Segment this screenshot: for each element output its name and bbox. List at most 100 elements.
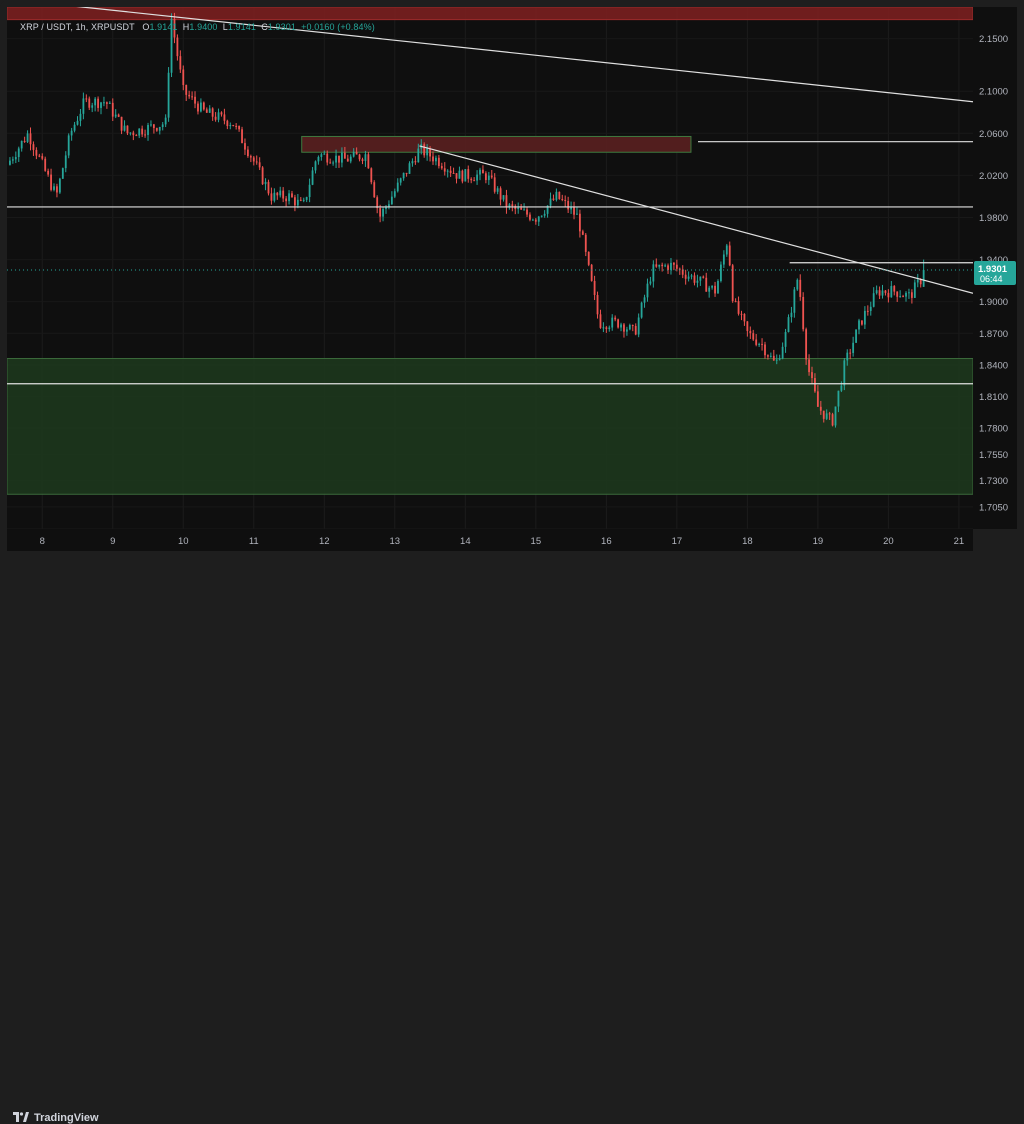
candle-up <box>352 151 355 157</box>
candle-down <box>493 177 496 192</box>
candle-up <box>476 174 478 181</box>
candle-down <box>443 168 446 172</box>
candle-down <box>828 413 831 415</box>
candle-down <box>299 199 302 201</box>
high-value: 1.9400 <box>189 22 218 32</box>
candle-up <box>82 98 85 114</box>
candle-down <box>684 274 687 279</box>
candle-down <box>552 198 555 200</box>
candle-down <box>405 172 408 174</box>
candle-down <box>740 313 743 315</box>
candle-down <box>534 219 537 222</box>
candle-down <box>132 132 135 136</box>
candle-down <box>88 98 91 108</box>
candle-up <box>608 327 611 330</box>
candle-up <box>523 209 525 211</box>
candle-up <box>725 245 728 255</box>
candle-down <box>35 149 38 156</box>
candle-down <box>23 140 26 142</box>
candle-up <box>138 128 141 136</box>
price-tick-label: 1.9400 <box>979 255 1008 266</box>
candle-up <box>170 18 173 73</box>
candle-down <box>661 264 664 267</box>
candle-down <box>294 197 296 206</box>
candle-down <box>705 277 708 292</box>
candle-down <box>887 292 890 298</box>
candle-down <box>188 94 191 97</box>
chart-plot-area[interactable]: XRP / USDT, 1h, XRPUSDT O1.9141 H1.9400 … <box>7 7 973 529</box>
candle-down <box>326 153 329 163</box>
candle-up <box>61 168 64 179</box>
candle-down <box>772 355 775 361</box>
candle-up <box>872 293 875 307</box>
candle-down <box>728 245 731 266</box>
candle-down <box>346 158 349 162</box>
candle-up <box>70 130 73 136</box>
candle-up <box>402 172 405 179</box>
candle-up <box>314 161 317 171</box>
low-label: L <box>222 22 228 32</box>
footer-bar: TradingView <box>0 553 1024 1124</box>
price-tick-label: 1.8400 <box>979 360 1008 371</box>
price-tick-label: 2.0200 <box>979 171 1008 182</box>
candle-up <box>341 152 343 163</box>
candle-down <box>467 169 470 179</box>
candle-up <box>905 292 907 297</box>
time-tick-label: 13 <box>390 536 401 547</box>
candle-down <box>285 198 288 202</box>
candle-down <box>814 378 816 392</box>
candle-up <box>875 290 878 294</box>
candle-down <box>191 96 194 98</box>
zone-supply-strip <box>7 7 973 21</box>
candle-down <box>176 37 179 57</box>
candle-up <box>64 155 67 169</box>
candle-down <box>455 173 458 179</box>
candle-up <box>79 113 82 121</box>
candle-up <box>502 195 505 200</box>
tradingview-brand[interactable]: TradingView <box>13 1112 99 1124</box>
candle-up <box>408 163 411 174</box>
candle-down <box>714 285 716 294</box>
candle-down <box>50 174 52 190</box>
candle-down <box>432 156 434 162</box>
candle-up <box>863 310 866 325</box>
time-axis[interactable]: 8 9 10 11 12 13 14 15 16 17 18 19 20 21 <box>7 529 973 551</box>
candle-up <box>628 325 631 330</box>
candle-down <box>355 151 358 155</box>
high-label: H <box>182 22 190 32</box>
candle-up <box>446 170 449 172</box>
candle-down <box>752 333 755 340</box>
candle-up <box>543 213 546 216</box>
candle-down <box>587 251 590 265</box>
candle-down <box>808 359 810 373</box>
candle-up <box>103 102 105 104</box>
candle-down <box>599 314 602 328</box>
candle-down <box>499 188 502 200</box>
low-value: 1.9141 <box>227 22 256 32</box>
candle-down <box>866 310 869 312</box>
candle-down <box>902 296 904 298</box>
candle-up <box>708 287 711 292</box>
price-axis[interactable]: 2.1500 2.1000 2.0600 2.0200 1.9800 1.9400 1.90… <box>973 7 1017 529</box>
candle-up <box>161 124 164 127</box>
chart-plot-svg[interactable] <box>7 7 973 529</box>
candle-down <box>573 207 575 215</box>
candle-down <box>423 144 426 156</box>
candle-down <box>505 195 508 208</box>
price-tick-label: 2.1000 <box>979 87 1008 98</box>
candle-up <box>164 117 167 125</box>
symbol-pair[interactable]: XRP / USDT, 1h, XRPUSDT <box>20 22 135 32</box>
candle-up <box>311 170 314 185</box>
candle-down <box>490 175 493 178</box>
candle-up <box>14 157 17 160</box>
candle-up <box>834 406 837 426</box>
candle-up <box>890 286 893 298</box>
candle-down <box>878 290 881 296</box>
candle-down <box>805 329 808 360</box>
candle-down <box>596 294 599 315</box>
price-tick-label: 1.9000 <box>979 297 1008 308</box>
candle-down <box>152 124 155 129</box>
candle-down <box>561 198 564 200</box>
candle-up <box>769 355 772 357</box>
candle-down <box>252 157 255 162</box>
